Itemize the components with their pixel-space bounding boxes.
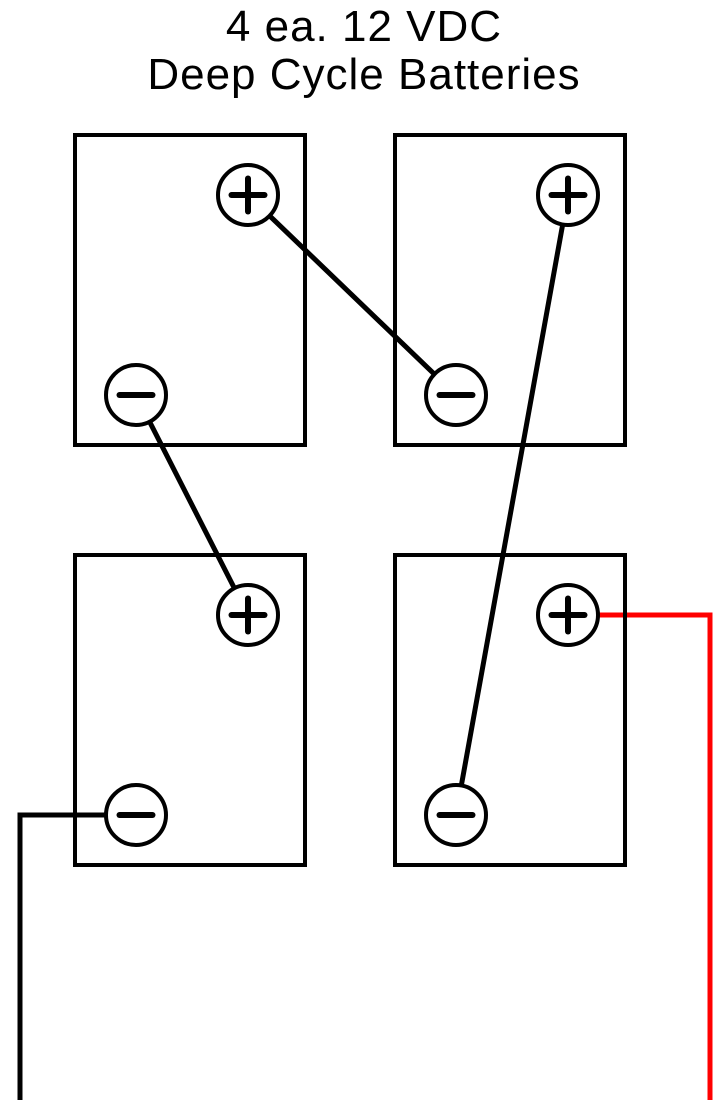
wiring-diagram — [0, 0, 728, 1100]
diagram-container: 4 ea. 12 VDC Deep Cycle Batteries — [0, 0, 728, 1100]
